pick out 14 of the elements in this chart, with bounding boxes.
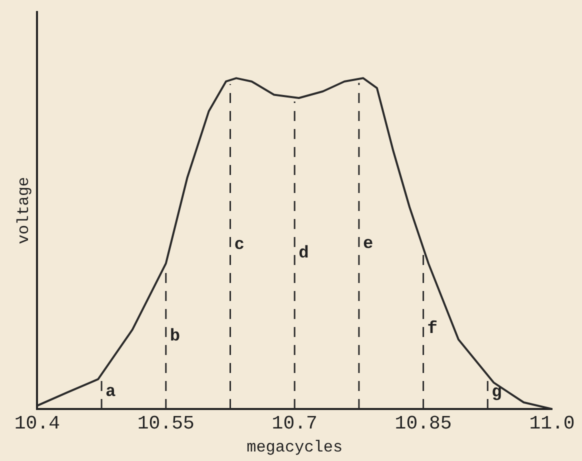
- x-tick-label: 11.0: [529, 412, 575, 434]
- x-tick-label: 10.85: [394, 412, 452, 434]
- y-axis-title: voltage: [14, 176, 33, 244]
- ref-line-label: e: [362, 235, 374, 254]
- ref-line-label: b: [170, 328, 180, 346]
- ref-line-label: g: [492, 383, 502, 402]
- x-tick-label: 10.4: [14, 412, 60, 434]
- x-tick-label: 10.55: [137, 412, 194, 434]
- ref-line-label: d: [298, 244, 309, 264]
- x-tick-label: 10.7: [272, 412, 318, 434]
- x-axis-title: megacycles: [246, 438, 343, 457]
- ref-line-label: a: [106, 382, 116, 402]
- ref-line-label: c: [234, 236, 244, 255]
- ref-line-label: f: [427, 320, 438, 339]
